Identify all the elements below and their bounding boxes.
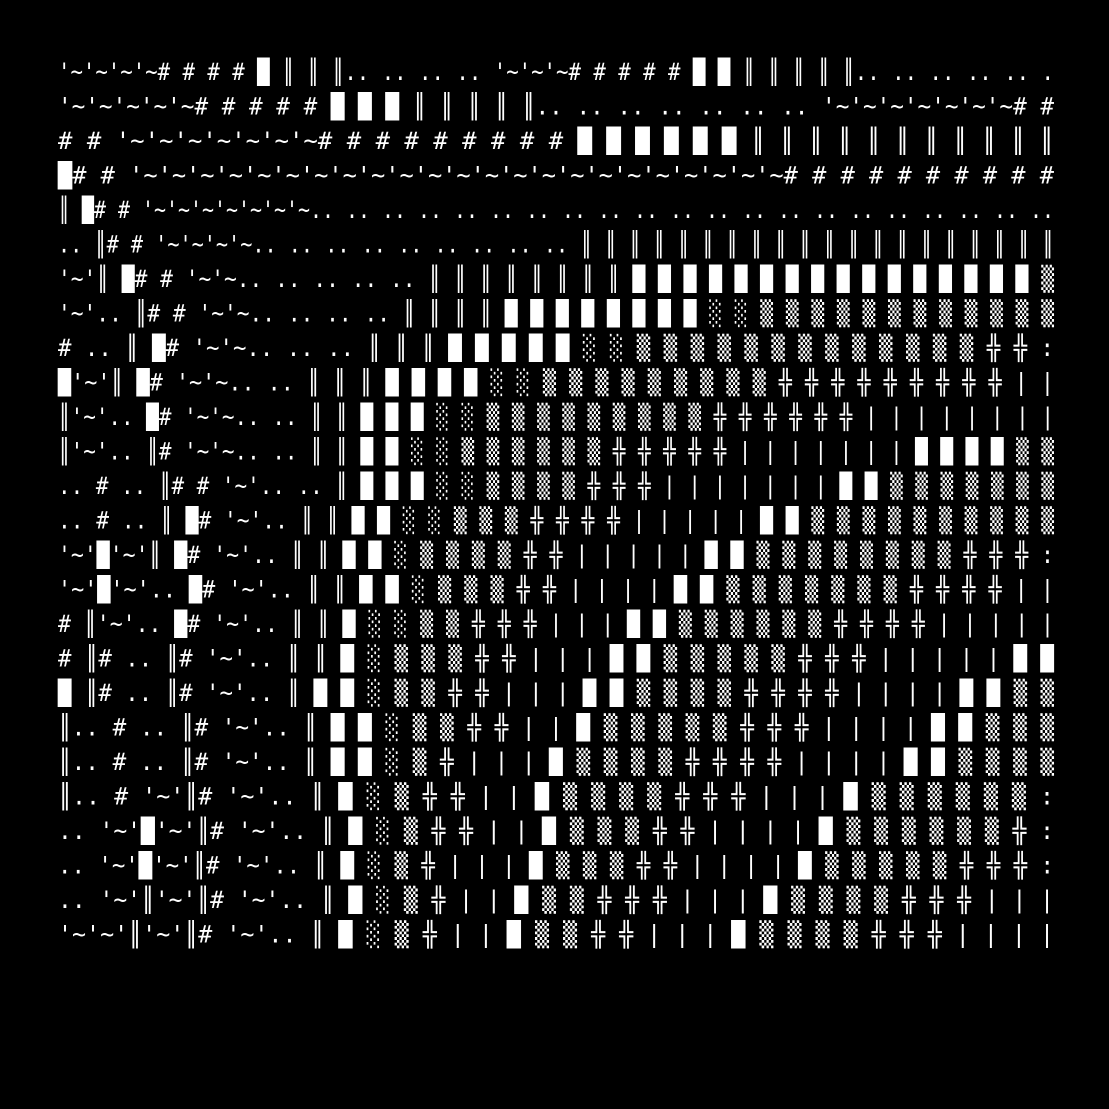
- ascii-row: .. '~'║'~'║# '~'.. ║ █ ░ ▒ ╬ | | █ ▒ ▒ ╬…: [58, 885, 1054, 915]
- ascii-row: .. # .. ║ █# '~'.. ║ ║ █ █ ░ ░ ▒ ▒ ▒ ╬ ╬…: [58, 506, 1054, 536]
- ascii-row: '~'~'║'~'║# '~'.. ║ █ ░ ▒ ╬ | | █ ▒ ▒ ╬ …: [58, 920, 1054, 950]
- ascii-row: .. # .. ║# # '~'.. .. ║ █ █ █ ░ ░ ▒ ▒ ▒ …: [58, 471, 1054, 501]
- ascii-row: '~'█'~'.. █# '~'.. ║ ║ █ █ ░ ▒ ▒ ▒ ╬ ╬ |…: [58, 575, 1054, 605]
- ascii-row: .. '~'█'~'║# '~'.. ║ █ ░ ▒ ╬ | | | █ ▒ ▒…: [58, 851, 1054, 881]
- ascii-row: ║'~'.. ║# '~'~.. .. ║ ║ █ █ ░ ░ ▒ ▒ ▒ ▒ …: [58, 437, 1054, 467]
- ascii-row: # ║# .. ║# '~'.. ║ ║ █ ░ ▒ ▒ ▒ ╬ ╬ | | |…: [58, 644, 1055, 674]
- ascii-row: '~'█'~'║ █# '~'.. ║ ║ █ █ ░ ▒ ▒ ▒ ▒ ╬ ╬ …: [58, 540, 1054, 570]
- ascii-row: ║.. # .. ║# '~'.. ║ █ █ ░ ▒ ▒ ╬ ╬ | | █ …: [58, 713, 1055, 743]
- ascii-row: █# # '~'~'~'~'~'~'~'~'~'~'~'~'~'~'~'~'~'…: [57, 161, 1055, 190]
- ascii-row: .. '~'█'~'║# '~'.. ║ █ ░ ▒ ╬ ╬ | | █ ▒ ▒…: [58, 816, 1054, 846]
- ascii-row: # # '~'~'~'~'~'~'~# # # # # # # # # █ █ …: [58, 126, 1054, 155]
- ascii-row: █'~'║ █# '~'~.. .. ║ ║ ║ █ █ █ █ ░ ░ ▒ ▒…: [57, 368, 1054, 398]
- ascii-row: # ║'~'.. █# '~'.. ║ ║ █ ░ ░ ▒ ▒ ╬ ╬ ╬ | …: [58, 609, 1054, 639]
- ascii-row: '~'.. ║# # '~'~.. .. .. .. ║ ║ ║ ║ █ █ █…: [58, 299, 1054, 328]
- ascii-row: █ ║# .. ║# '~'.. ║ █ █ ░ ▒ ▒ ╬ ╬ | | | █…: [57, 678, 1054, 708]
- ascii-row: ║'~'.. █# '~'~.. .. ║ ║ █ █ █ ░ ░ ▒ ▒ ▒ …: [58, 402, 1054, 432]
- ascii-row: # .. ║ █# '~'~.. .. .. ║ ║ ║ █ █ █ █ █ ░…: [58, 333, 1054, 363]
- ascii-row: '~'║ █# # '~'~.. .. .. .. .. ║ ║ ║ ║ ║ ║…: [58, 264, 1054, 293]
- ascii-row: ║ █# # '~'~'~'~'~'~'~.. .. .. .. .. .. .…: [58, 195, 1054, 224]
- ascii-row: '~'~'~'~# # # # █ ║ ║ ║.. .. .. .. '~'~'…: [58, 57, 1054, 86]
- ascii-row: ║.. # '~'║# '~'.. ║ █ ░ ▒ ╬ ╬ | | █ ▒ ▒ …: [58, 782, 1054, 812]
- ascii-row: ║.. # .. ║# '~'.. ║ █ █ ░ ▒ ╬ | | | █ ▒ …: [58, 747, 1055, 777]
- ascii-row: .. ║# # '~'~'~'~.. .. .. .. .. .. .. .. …: [58, 230, 1054, 259]
- ascii-row: '~'~'~'~'~# # # # # █ █ █ ║ ║ ║ ║ ║.. ..…: [58, 92, 1055, 121]
